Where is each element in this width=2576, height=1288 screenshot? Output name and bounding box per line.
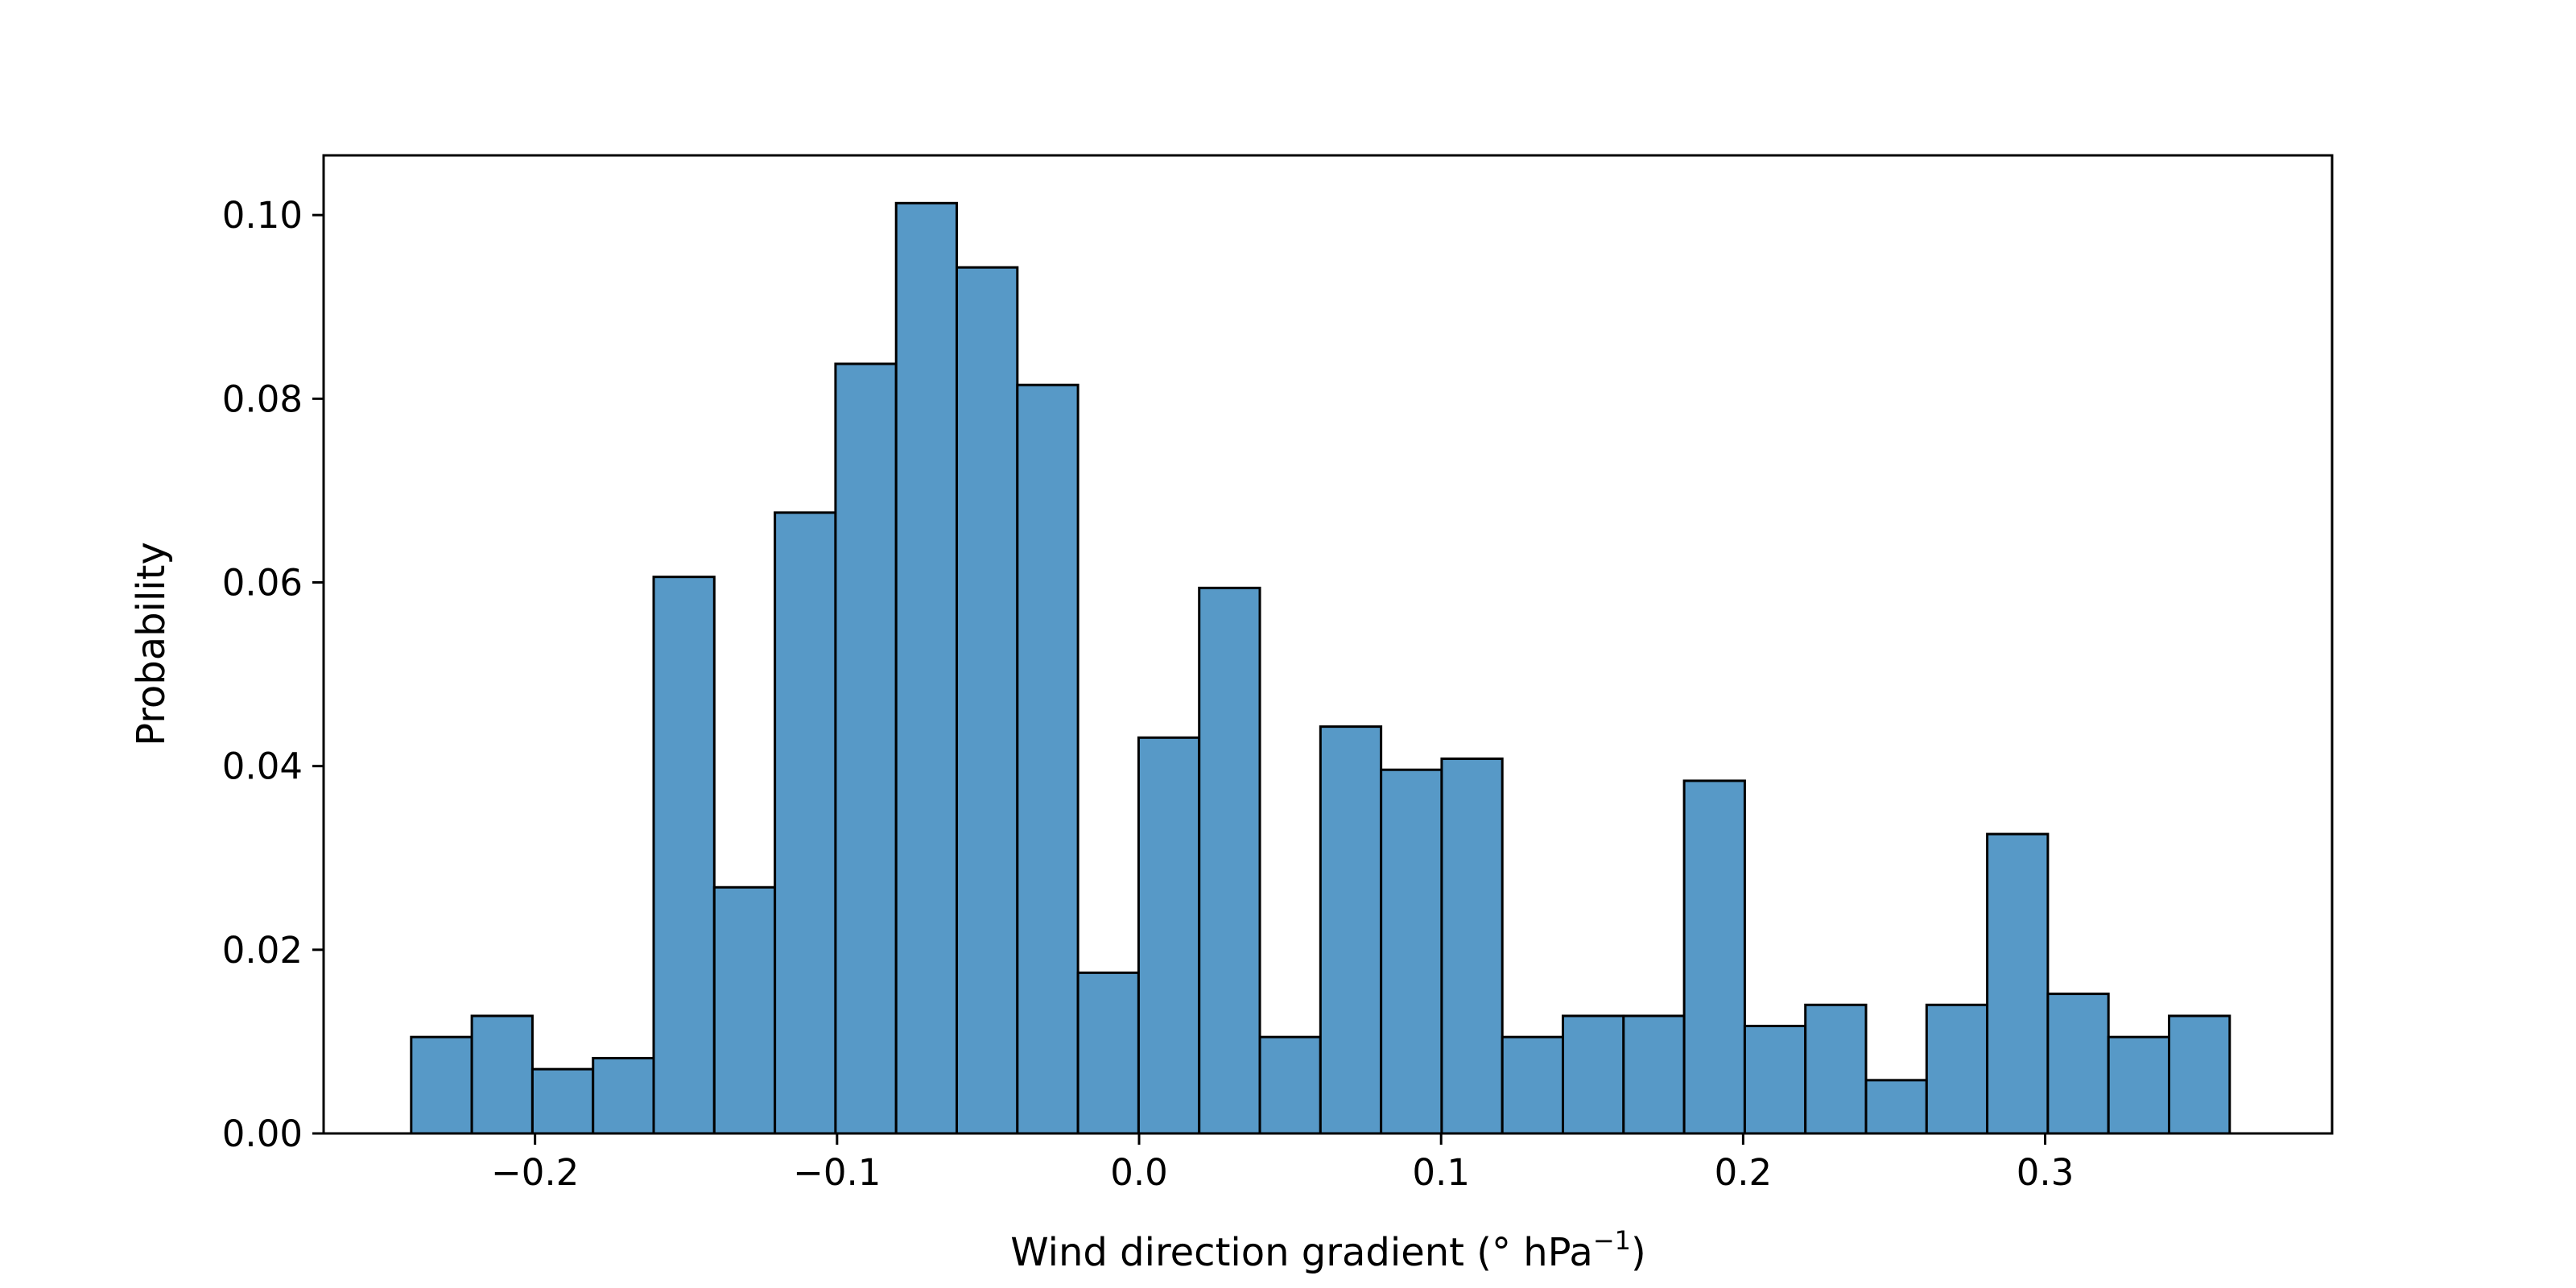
histogram-bar bbox=[652, 576, 716, 1135]
histogram-bar bbox=[894, 201, 959, 1135]
y-tick-label: 0.10 bbox=[222, 194, 303, 237]
histogram-bar bbox=[1258, 1035, 1322, 1135]
histogram-bar bbox=[1016, 383, 1080, 1135]
y-tick-label: 0.08 bbox=[222, 378, 303, 420]
x-axis-label: Wind direction gradient (° hPa−1) bbox=[1010, 1225, 1645, 1275]
histogram-bar bbox=[2168, 1014, 2231, 1135]
histogram-bar bbox=[1198, 586, 1261, 1135]
histogram-bar bbox=[1380, 768, 1443, 1135]
plot-frame bbox=[322, 154, 2334, 1135]
x-tick-label: 0.1 bbox=[1412, 1151, 1470, 1194]
histogram-bar bbox=[592, 1056, 655, 1135]
y-tick-label: 0.06 bbox=[222, 561, 303, 604]
histogram-bar bbox=[1319, 725, 1383, 1135]
histogram-bar bbox=[1076, 971, 1140, 1135]
histogram-bar bbox=[1562, 1014, 1625, 1135]
y-tick-label: 0.00 bbox=[222, 1113, 303, 1155]
y-tick-label: 0.02 bbox=[222, 929, 303, 972]
y-axis: 0.00 0.02 0.04 0.06 0.08 0.10 bbox=[222, 194, 324, 1155]
histogram-bar bbox=[1622, 1014, 1686, 1135]
y-axis-label: Probability bbox=[129, 542, 174, 746]
histogram-bar bbox=[1804, 1003, 1868, 1135]
x-tick-label: 0.0 bbox=[1110, 1151, 1168, 1194]
x-tick-label: 0.3 bbox=[2017, 1151, 2074, 1194]
histogram-bar bbox=[1137, 736, 1201, 1135]
histogram-bar bbox=[834, 362, 898, 1135]
histogram-bar bbox=[774, 511, 837, 1135]
histogram-bar bbox=[2107, 1035, 2171, 1135]
y-tick-label: 0.04 bbox=[222, 745, 303, 788]
histogram-bar bbox=[530, 1067, 595, 1135]
histogram-bar bbox=[2046, 993, 2110, 1135]
x-tick-label: −0.1 bbox=[793, 1151, 881, 1194]
histogram-bar bbox=[956, 266, 1019, 1135]
histogram-bar bbox=[1743, 1025, 1807, 1135]
bars-group bbox=[410, 201, 2231, 1135]
histogram-bar bbox=[1986, 832, 2050, 1135]
histogram-bar bbox=[410, 1035, 473, 1135]
x-axis: −0.2 −0.1 0.0 0.1 0.2 0.3 bbox=[491, 1133, 2074, 1194]
histogram-bar bbox=[1501, 1035, 1565, 1135]
x-tick-label: −0.2 bbox=[491, 1151, 579, 1194]
x-tick-label: 0.2 bbox=[1715, 1151, 1773, 1194]
histogram-bar bbox=[1925, 1003, 1989, 1135]
histogram-bar bbox=[1682, 779, 1746, 1135]
histogram-bar bbox=[712, 886, 777, 1135]
histogram-bar bbox=[470, 1014, 534, 1135]
histogram-bar bbox=[1864, 1079, 1928, 1135]
histogram-bar bbox=[1440, 758, 1504, 1135]
